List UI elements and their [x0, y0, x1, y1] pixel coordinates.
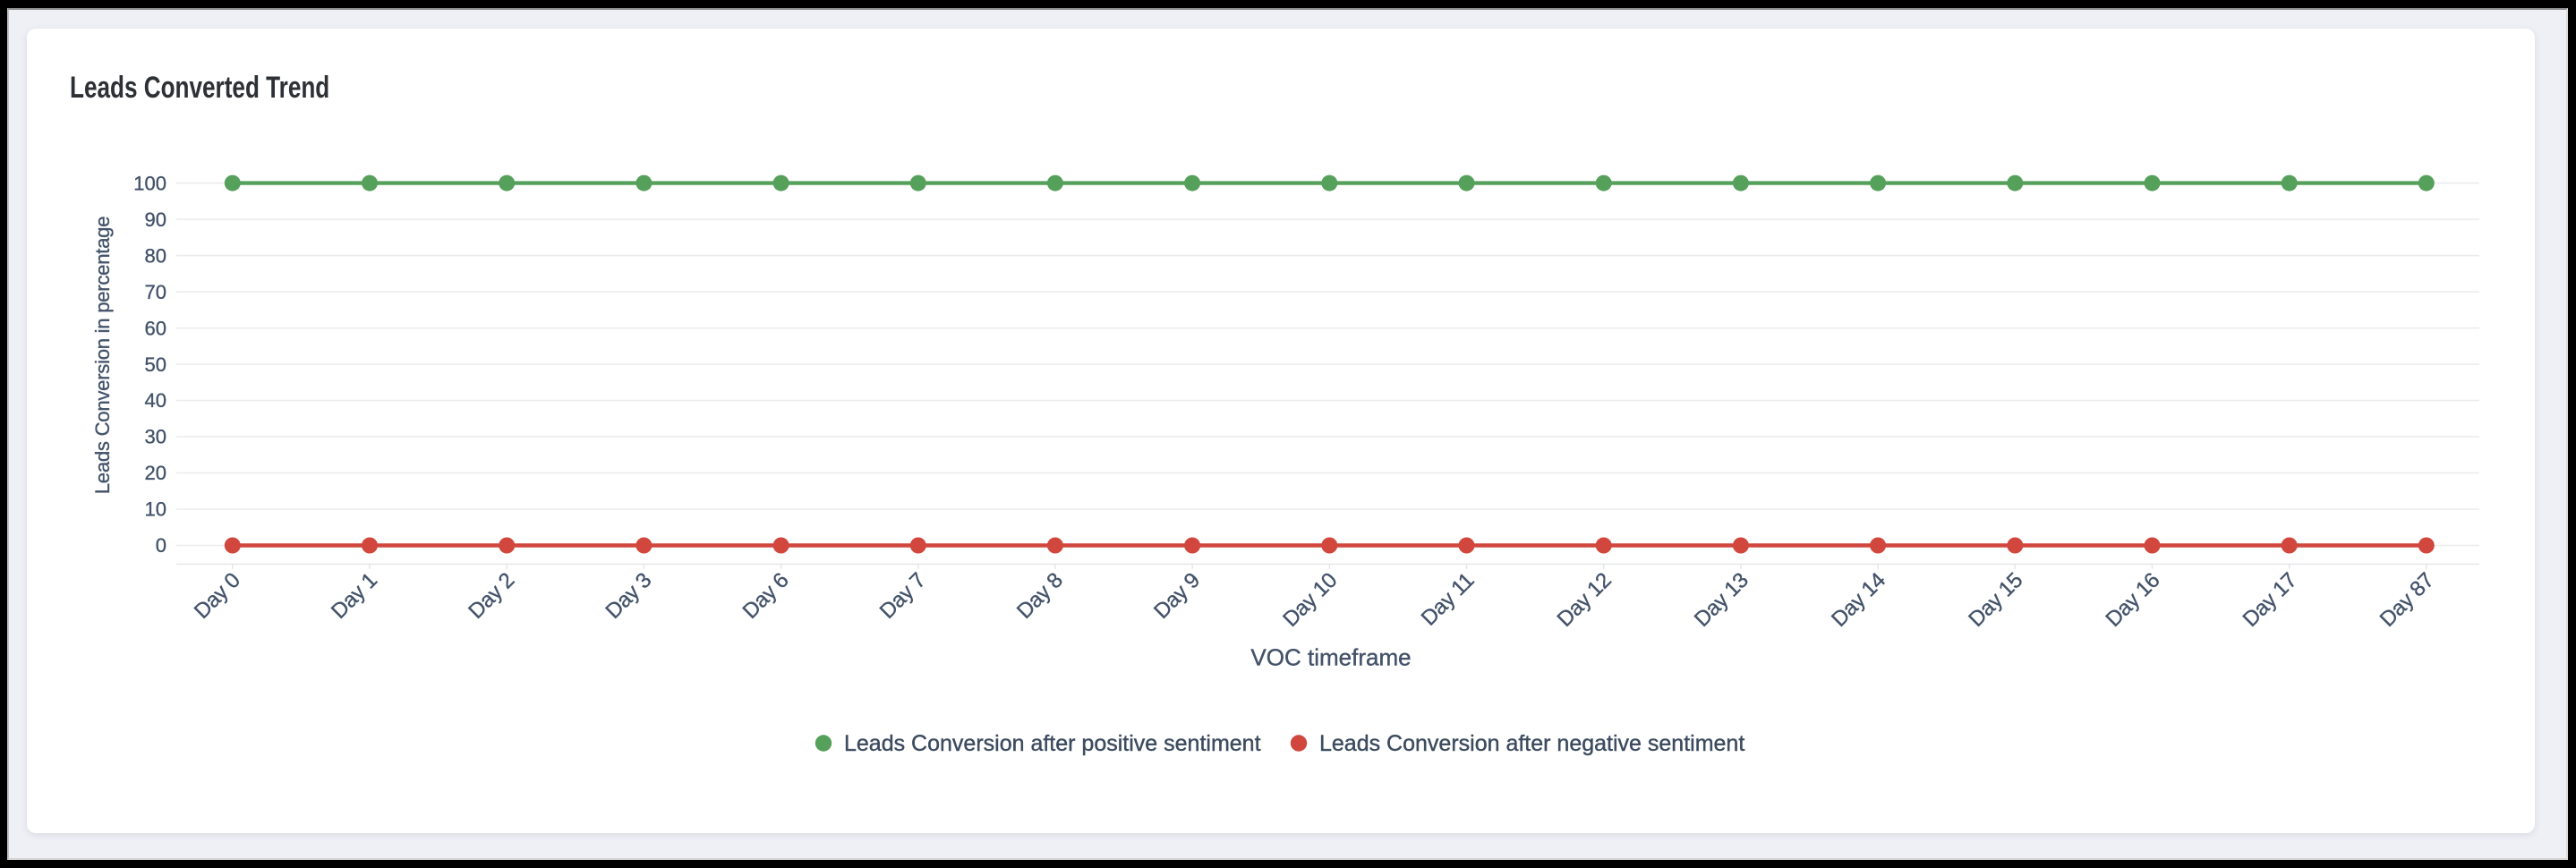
svg-text:Day 14: Day 14 [1827, 568, 1890, 632]
svg-text:VOC timeframe: VOC timeframe [1250, 644, 1411, 671]
svg-text:Day 17: Day 17 [2239, 568, 2302, 632]
svg-text:90: 90 [145, 208, 166, 231]
svg-text:Day 11: Day 11 [1417, 568, 1480, 631]
svg-text:60: 60 [145, 317, 166, 339]
svg-text:Day 6: Day 6 [738, 568, 794, 624]
svg-text:Day 8: Day 8 [1012, 568, 1068, 624]
svg-text:Day 87: Day 87 [2376, 568, 2439, 632]
svg-text:Leads Conversion after negativ: Leads Conversion after negative sentimen… [1319, 731, 1744, 756]
svg-text:Day 3: Day 3 [601, 568, 656, 624]
svg-text:40: 40 [145, 389, 166, 412]
svg-text:Leads Conversion in percentage: Leads Conversion in percentage [91, 217, 114, 494]
svg-text:Day 1: Day 1 [327, 568, 382, 624]
svg-text:Day 9: Day 9 [1149, 568, 1205, 624]
svg-text:50: 50 [145, 353, 166, 376]
svg-text:Day 10: Day 10 [1278, 568, 1342, 632]
svg-text:Leads Conversion after positiv: Leads Conversion after positive sentimen… [844, 731, 1261, 756]
svg-text:100: 100 [133, 172, 166, 194]
svg-text:30: 30 [145, 426, 166, 448]
svg-text:0: 0 [156, 534, 166, 557]
svg-text:70: 70 [145, 281, 166, 303]
svg-text:80: 80 [145, 244, 166, 267]
svg-text:Day 0: Day 0 [190, 568, 245, 624]
svg-text:Day 13: Day 13 [1690, 568, 1753, 632]
svg-text:20: 20 [145, 462, 166, 484]
svg-text:Day 12: Day 12 [1553, 568, 1616, 632]
svg-text:10: 10 [145, 498, 166, 521]
svg-text:Day 2: Day 2 [464, 568, 519, 624]
svg-text:Day 7: Day 7 [875, 568, 931, 624]
svg-text:Day 16: Day 16 [2101, 568, 2164, 632]
svg-text:Day 15: Day 15 [1964, 568, 2027, 632]
